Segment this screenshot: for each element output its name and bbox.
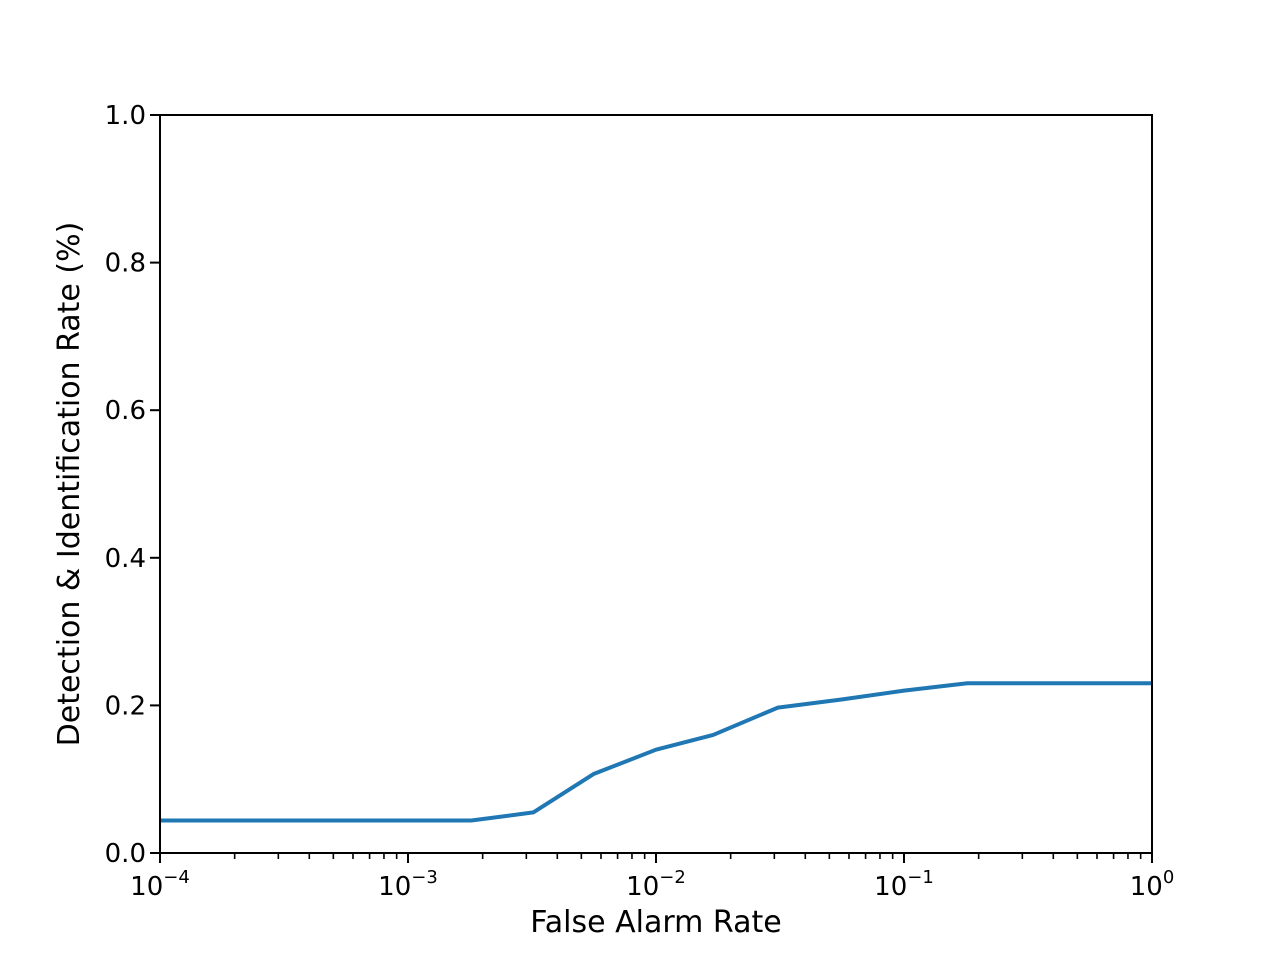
y-axis-label: Detection & Identification Rate (%) — [52, 221, 87, 747]
x-tick-label: 10−2 — [626, 867, 686, 902]
x-tick-label: 10−3 — [378, 867, 438, 902]
axes-box — [159, 114, 1153, 854]
x-tick-label: 100 — [1130, 867, 1175, 902]
y-tick-label: 1.0 — [105, 101, 146, 131]
x-axis-label: False Alarm Rate — [530, 905, 782, 940]
x-tick-label: 10−4 — [130, 867, 190, 902]
x-tick-label: 10−1 — [874, 867, 934, 902]
y-tick-label: 0.8 — [105, 249, 146, 279]
y-tick-label: 0.6 — [105, 396, 146, 426]
det-curve-line — [160, 681, 1152, 823]
y-tick-label: 0.0 — [105, 839, 146, 869]
y-tick-label: 0.2 — [105, 691, 146, 721]
y-tick-label: 0.4 — [105, 544, 146, 574]
